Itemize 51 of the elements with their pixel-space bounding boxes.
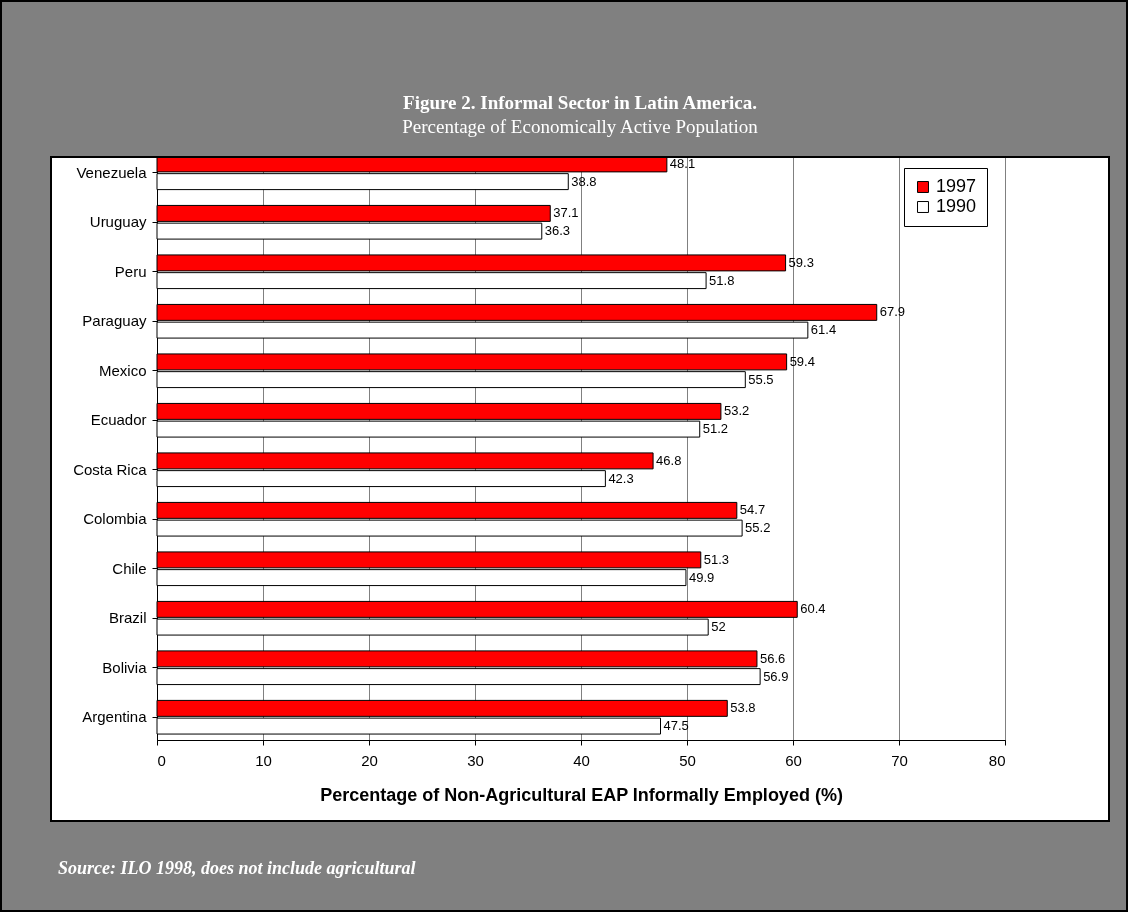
y-tick-label: Costa Rica bbox=[73, 460, 148, 478]
data-label: 61.4 bbox=[810, 322, 837, 338]
data-label: 48.1 bbox=[669, 155, 696, 171]
data-label: 46.8 bbox=[656, 452, 682, 468]
legend-label: 1990 bbox=[936, 196, 977, 216]
data-label: 56.9 bbox=[763, 668, 789, 684]
data-label: 51.3 bbox=[703, 551, 730, 567]
y-tick-label: Venezuela bbox=[76, 163, 148, 181]
data-label: 51.2 bbox=[702, 421, 729, 437]
data-label: 67.9 bbox=[879, 304, 906, 320]
data-label: 42.3 bbox=[608, 470, 634, 486]
data-label: 60.4 bbox=[800, 601, 826, 617]
y-tick-label: Paraguay bbox=[82, 312, 147, 330]
legend-label: 1997 bbox=[936, 176, 977, 196]
data-label: 37.1 bbox=[553, 205, 579, 221]
source-note: Source: ILO 1998, does not include agricultural bbox=[58, 858, 416, 879]
x-tick-label: 10 bbox=[255, 751, 272, 769]
y-tick-label: Chile bbox=[112, 559, 147, 577]
data-label: 36.3 bbox=[544, 223, 571, 239]
chart-title: Figure 2. Informal Sector in Latin America. bbox=[402, 92, 758, 114]
x-tick-label: 30 bbox=[467, 751, 484, 769]
data-label: 49.9 bbox=[688, 569, 715, 585]
y-tick-label: Argentina bbox=[82, 708, 148, 726]
y-tick-label: Peru bbox=[114, 262, 147, 280]
x-tick-label: 80 bbox=[988, 751, 1006, 769]
data-label: 38.8 bbox=[571, 173, 597, 189]
x-tick-label: 50 bbox=[679, 751, 696, 769]
data-label: 47.5 bbox=[663, 718, 689, 734]
chart-subtitle: Percentage of Economically Active Population bbox=[401, 116, 759, 138]
y-tick-label: Uruguay bbox=[89, 213, 147, 231]
y-tick-label: Colombia bbox=[83, 510, 148, 528]
data-label: 59.3 bbox=[788, 254, 814, 270]
y-tick-label: Mexico bbox=[98, 361, 147, 379]
data-label: 53.8 bbox=[730, 700, 756, 716]
data-label: 53.2 bbox=[723, 403, 750, 419]
data-label: 59.4 bbox=[789, 353, 815, 369]
x-tick-label: 0 bbox=[157, 751, 166, 769]
y-tick-label: Ecuador bbox=[90, 411, 147, 429]
data-label: 52 bbox=[711, 619, 726, 635]
y-tick-label: Bolivia bbox=[102, 658, 148, 676]
x-tick-label: 70 bbox=[891, 751, 908, 769]
x-tick-label: 40 bbox=[573, 751, 590, 769]
x-axis-title: Percentage of Non-Agricultural EAP Informally Employed (%) bbox=[320, 784, 843, 805]
x-tick-label: 20 bbox=[361, 751, 378, 769]
data-label: 56.6 bbox=[759, 650, 786, 666]
data-label: 51.8 bbox=[709, 272, 735, 288]
data-label: 54.7 bbox=[739, 502, 766, 518]
data-label: 55.5 bbox=[748, 371, 774, 387]
x-tick-label: 60 bbox=[785, 751, 802, 769]
y-tick-label: Brazil bbox=[108, 609, 147, 627]
data-label: 55.2 bbox=[745, 520, 771, 536]
